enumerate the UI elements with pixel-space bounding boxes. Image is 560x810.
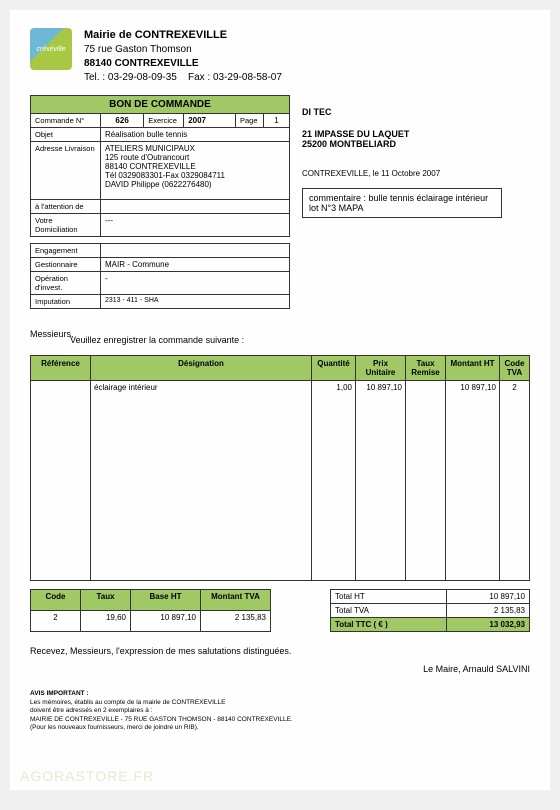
total-ttc-label: Total TTC ( € ) <box>331 618 447 632</box>
place-date: CONTREXEVILLE, le 11 Octobre 2007 <box>302 169 530 178</box>
tva-th-taux: Taux <box>81 590 131 611</box>
supplier-block: DI TEC 21 IMPASSE DU LAQUET 25200 MONTBE… <box>302 95 530 309</box>
comment-box: commentaire : bulle tennis éclairage int… <box>302 188 502 218</box>
footer-l3: doivent être adressés en 2 exemplaires à… <box>30 707 530 715</box>
total-ht: 10 897,10 <box>446 590 529 604</box>
th-qte: Quantité <box>312 356 356 381</box>
supplier-name: DI TEC <box>302 107 530 117</box>
cmd-val: 626 <box>101 114 144 128</box>
tva-th-code: Code <box>31 590 81 611</box>
page-val: 1 <box>263 114 289 128</box>
total-ht-label: Total HT <box>331 590 447 604</box>
total-tva-label: Total TVA <box>331 604 447 618</box>
cell-ref <box>31 381 91 581</box>
att-label: à l'attention de <box>31 200 101 214</box>
contact-line: Tel. : 03-29-08-09-35 Fax : 03-29-08-58-… <box>84 71 282 85</box>
objet-label: Objet <box>31 128 101 142</box>
addr-line2: 88140 CONTREXEVILLE <box>84 57 282 71</box>
th-desig: Désignation <box>91 356 312 381</box>
ex-label: Exercice <box>144 114 184 128</box>
tva-th-mont: Montant TVA <box>201 590 271 611</box>
letterhead: créxéville Mairie de CONTREXEVILLE 75 ru… <box>30 28 530 85</box>
livr-val: ATELIERS MUNICIPAUX 125 route d'Outranco… <box>101 142 290 200</box>
addr-line1: 75 rue Gaston Thomson <box>84 43 282 57</box>
footer-l1: AVIS IMPORTANT : <box>30 690 530 698</box>
footer-notice: AVIS IMPORTANT : Les mémoires, établis a… <box>30 690 530 732</box>
ex-val: 2007 <box>184 114 236 128</box>
footer-l5: (Pour les nouveaux fournisseurs, merci d… <box>30 724 530 732</box>
totals-table: Total HT10 897,10 Total TVA2 135,83 Tota… <box>330 589 530 632</box>
att-val <box>101 200 290 214</box>
tva-table: Code Taux Base HT Montant TVA 2 19,60 10… <box>30 589 271 632</box>
dom-val: --- <box>101 214 290 237</box>
tva-base: 10 897,10 <box>131 611 201 632</box>
footer-l2: Les mémoires, établis au compte de la ma… <box>30 699 530 707</box>
total-ttc: 13 032,93 <box>446 618 529 632</box>
tva-row: 2 19,60 10 897,10 2 135,83 <box>31 611 271 632</box>
total-tva: 2 135,83 <box>446 604 529 618</box>
tva-th-base: Base HT <box>131 590 201 611</box>
cell-tva: 2 <box>500 381 530 581</box>
signatory: Le Maire, Arnauld SALVINI <box>30 664 530 674</box>
cell-desig: éclairage intérieur <box>91 381 312 581</box>
fax: Fax : 03-29-08-58-07 <box>188 72 282 83</box>
footer-l4: MAIRIE DE CONTREXEVILLE - 75 RUE GASTON … <box>30 716 530 724</box>
livr-label: Adresse Livraison <box>31 142 101 200</box>
intro: Veuillez enregistrer la commande suivant… <box>70 335 530 345</box>
cell-pu: 10 897,10 <box>356 381 406 581</box>
eng-val <box>101 244 290 258</box>
imp-label: Imputation <box>31 295 101 309</box>
org-name: Mairie de CONTREXEVILLE <box>84 28 282 43</box>
th-ht: Montant HT <box>446 356 500 381</box>
op-label: Opération d'invest. <box>31 272 101 295</box>
tva-code: 2 <box>31 611 81 632</box>
page-label: Page <box>235 114 263 128</box>
th-pu: Prix Unitaire <box>356 356 406 381</box>
dom-label: Votre Domiciliation <box>31 214 101 237</box>
tel: Tel. : 03-29-08-09-35 <box>84 72 177 83</box>
closing: Recevez, Messieurs, l'expression de mes … <box>30 646 530 656</box>
th-remise: Taux Remise <box>406 356 446 381</box>
th-tva: Code TVA <box>500 356 530 381</box>
th-ref: Référence <box>31 356 91 381</box>
supplier-addr1: 21 IMPASSE DU LAQUET <box>302 129 530 139</box>
table-row: éclairage intérieur 1,00 10 897,10 10 89… <box>31 381 530 581</box>
cell-qte: 1,00 <box>312 381 356 581</box>
objet-val: Réalisation bulle tennis <box>101 128 290 142</box>
gest-val: MAIR - Commune <box>101 258 290 272</box>
bon-title: BON DE COMMANDE <box>31 96 290 114</box>
tva-mont: 2 135,83 <box>201 611 271 632</box>
imp-val: 2313 - 411 - SHA <box>101 295 290 309</box>
cell-remise <box>406 381 446 581</box>
eng-label: Engagement <box>31 244 101 258</box>
watermark: AGORASTORE.FR <box>20 768 154 784</box>
supplier-addr2: 25200 MONTBELIARD <box>302 139 530 149</box>
order-box: BON DE COMMANDE Commande N° 626 Exercice… <box>30 95 290 309</box>
city-logo: créxéville <box>30 28 72 70</box>
letterhead-text: Mairie de CONTREXEVILLE 75 rue Gaston Th… <box>84 28 282 85</box>
lines-table: Référence Désignation Quantité Prix Unit… <box>30 355 530 581</box>
cell-ht: 10 897,10 <box>446 381 500 581</box>
cmd-label: Commande N° <box>31 114 101 128</box>
tva-taux: 19,60 <box>81 611 131 632</box>
op-val: - <box>101 272 290 295</box>
page: créxéville Mairie de CONTREXEVILLE 75 ru… <box>10 10 550 790</box>
gest-label: Gestionnaire <box>31 258 101 272</box>
